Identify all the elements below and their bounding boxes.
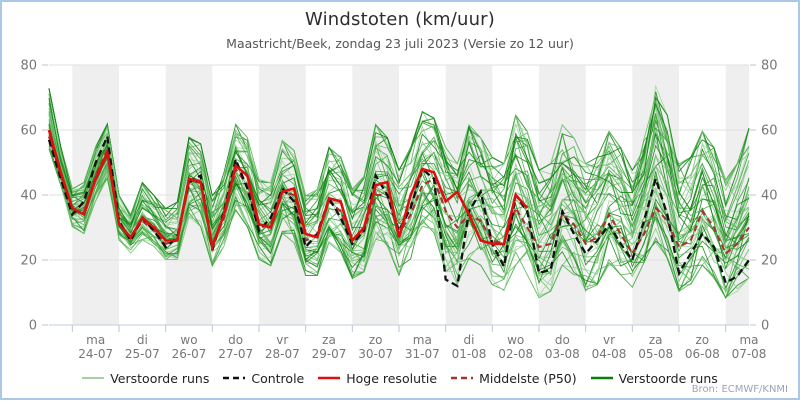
x-axis-day-label: ma — [739, 333, 758, 347]
x-axis-date-label: 05-08 — [638, 347, 673, 361]
y-axis-label-right: 80 — [761, 59, 778, 74]
ensemble-member-line — [48, 127, 750, 293]
x-axis-date-label: 27-07 — [218, 347, 253, 361]
x-axis-date-label: 01-08 — [452, 347, 487, 361]
y-axis-label-left: 20 — [20, 254, 37, 269]
chart-subtitle: Maastricht/Beek, zondag 23 juli 2023 (Ve… — [226, 36, 574, 51]
ensemble-member-line — [48, 131, 750, 290]
x-axis-date-label: 30-07 — [358, 347, 393, 361]
control-line — [47, 132, 750, 288]
ensemble-member-line — [48, 88, 750, 229]
y-axis-label-right: 20 — [761, 254, 778, 269]
chart-legend: Verstoorde runs Controle Hoge resolutie … — [2, 368, 798, 388]
x-axis-date-label: 04-08 — [592, 347, 627, 361]
ensemble-member-line — [48, 124, 750, 285]
ensemble-member-line — [48, 106, 750, 234]
ensemble-member-line — [48, 100, 750, 245]
chart-title: Windstoten (km/uur) — [304, 9, 496, 30]
legend-item-control: Controle — [223, 371, 304, 386]
high-resolution-swatch — [318, 376, 341, 380]
x-axis-date-label: 02-08 — [498, 347, 533, 361]
y-axis-label-left: 80 — [20, 59, 37, 74]
x-axis-day-label: zo — [369, 333, 383, 347]
x-axis-date-label: 25-07 — [125, 347, 160, 361]
y-axis-label-left: 60 — [20, 124, 37, 139]
y-axis-label-right: 60 — [761, 124, 778, 139]
legend-item-p50: Middelste (P50) — [451, 371, 577, 386]
perturbed-runs-dark-swatch — [590, 376, 613, 380]
ensemble-member-line — [48, 112, 750, 265]
x-axis-day-label: do — [228, 333, 243, 347]
x-axis-day-label: wo — [507, 333, 524, 347]
x-axis-day-label: za — [649, 333, 663, 347]
x-axis-day-label: zo — [696, 333, 710, 347]
legend-item-hires: Hoge resolutie — [318, 371, 437, 386]
x-axis-date-label: 28-07 — [265, 347, 300, 361]
x-axis-day-label: wo — [180, 333, 197, 347]
source-credit: Bron: ECMWF/KNMI — [691, 384, 788, 395]
ensemble-member-line — [48, 148, 750, 299]
median-p50-swatch — [451, 376, 474, 380]
legend-label: Verstoorde runs — [110, 370, 210, 386]
ensemble-member-line — [48, 148, 750, 297]
ensemble-member-line — [48, 124, 750, 270]
x-axis-day-label: za — [322, 333, 336, 347]
y-axis-label-left: 0 — [29, 319, 37, 334]
control-swatch — [223, 376, 246, 380]
x-axis-date-label: 07-08 — [732, 347, 767, 361]
x-axis-date-label: 03-08 — [545, 347, 580, 361]
ensemble-member-line — [48, 103, 750, 250]
x-axis-day-label: vr — [603, 333, 615, 347]
y-axis-label-right: 0 — [761, 319, 769, 334]
legend-label: Hoge resolutie — [346, 370, 438, 386]
x-axis-date-label: 24-07 — [78, 347, 113, 361]
y-axis-label-right: 40 — [761, 189, 778, 204]
x-axis-day-label: do — [555, 333, 570, 347]
x-axis-date-label: 29-07 — [312, 347, 347, 361]
legend-item-perturbed-dark: Verstoorde runs — [590, 370, 718, 386]
x-axis-day-label: vr — [276, 333, 288, 347]
x-axis-date-label: 26-07 — [172, 347, 207, 361]
x-axis-day-label: ma — [86, 333, 105, 347]
x-axis-date-label: 31-07 — [405, 347, 440, 361]
legend-label: Controle — [251, 370, 305, 386]
legend-label: Verstoorde runs — [618, 370, 718, 386]
legend-item-perturbed-light: Verstoorde runs — [82, 371, 209, 386]
x-axis-day-label: di — [137, 333, 148, 347]
x-axis-date-label: 06-08 — [685, 347, 720, 361]
x-axis-day-label: ma — [413, 333, 432, 347]
perturbed-runs-light-swatch — [82, 377, 105, 379]
high-resolution-line — [47, 129, 529, 253]
x-axis-day-label: di — [464, 333, 475, 347]
y-axis-label-left: 40 — [20, 189, 37, 204]
legend-label: Middelste (P50) — [479, 370, 577, 386]
